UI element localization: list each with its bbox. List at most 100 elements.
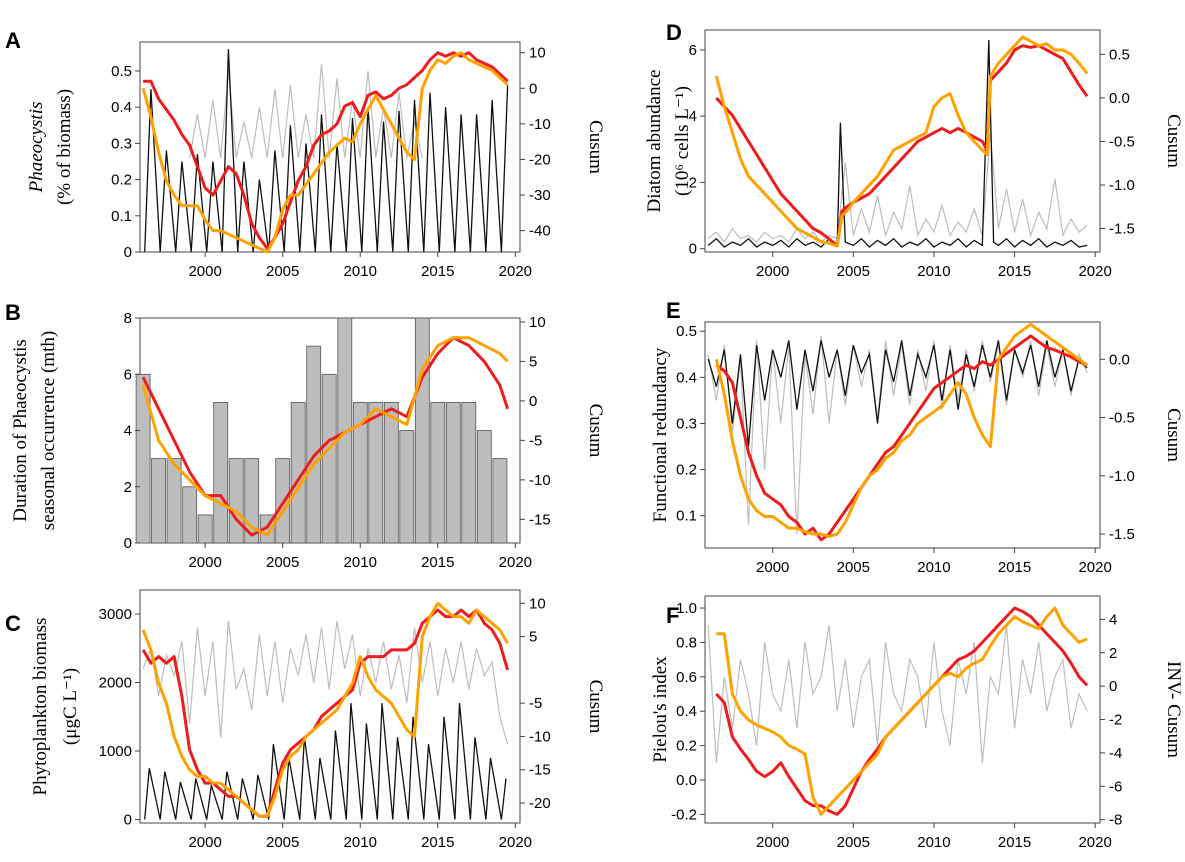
y-axis-label: Duration of Phaeocystis xyxy=(10,339,31,522)
panel-label: D xyxy=(666,20,682,45)
y-tick-label: 0.4 xyxy=(676,369,697,386)
x-tick-label: 2010 xyxy=(917,263,950,280)
y-tick-label: -0.2 xyxy=(671,806,697,823)
plot-frame xyxy=(704,321,1101,549)
panel-a: A 2000 2005 2010 2015 2020 0 0.1 0.2 0.3 0.4 0.5 10 0… xyxy=(5,28,606,280)
y-tick-label: 0 xyxy=(124,812,132,829)
plot-frame xyxy=(139,41,521,253)
gray-series-line xyxy=(707,335,1088,535)
y2-tick-label: -20 xyxy=(529,795,551,812)
y2-axis-label: Cusum xyxy=(585,120,606,174)
x-tick-label: 2005 xyxy=(266,554,299,571)
bar xyxy=(166,458,182,544)
x-tick-label: 2020 xyxy=(499,554,532,571)
y-axis-label: (10⁶ cells L⁻¹) xyxy=(672,86,693,196)
black-series-line xyxy=(144,49,509,253)
y-axis-label: Pielou's index xyxy=(650,656,671,763)
panel-label: E xyxy=(666,298,681,323)
y2-tick-label: 10 xyxy=(529,314,546,331)
black-series-line xyxy=(707,39,1088,248)
y2-tick-label: -4 xyxy=(1109,745,1122,762)
y2-tick-label: -1.0 xyxy=(1109,468,1135,485)
y-tick-label: 0.5 xyxy=(111,63,132,80)
x-tick-label: 2005 xyxy=(837,834,870,851)
y2-tick-label: 2 xyxy=(1109,645,1117,662)
y-tick-label: 0.8 xyxy=(676,634,697,651)
y-tick-label: 0.1 xyxy=(111,208,132,225)
y-axis-label: (% of biomass) xyxy=(54,89,75,205)
y-axis-label: (μgC L⁻¹) xyxy=(60,668,81,745)
y2-tick-label: -0.5 xyxy=(1109,133,1135,150)
bar xyxy=(182,486,198,544)
plot-frame xyxy=(704,595,1101,824)
y2-tick-label: 10 xyxy=(529,595,546,612)
y2-tick-label: 0 xyxy=(529,80,537,97)
y-tick-label: 6 xyxy=(689,42,697,59)
y2-tick-label: -1.0 xyxy=(1109,177,1135,194)
y2-tick-label: 0.5 xyxy=(1109,46,1130,63)
y-axis-label: seasonal occurrence (mth) xyxy=(38,331,59,530)
x-tick-label: 2010 xyxy=(344,834,377,851)
gray-series-line xyxy=(142,620,509,745)
y2-tick-label: -10 xyxy=(529,728,551,745)
y2-tick-label: -30 xyxy=(529,187,551,204)
x-tick-label: 2015 xyxy=(421,554,454,571)
y-tick-label: 4 xyxy=(689,108,697,125)
x-tick-label: 2010 xyxy=(344,554,377,571)
y-tick-label: 0.3 xyxy=(676,415,697,432)
y2-tick-label: -1.5 xyxy=(1109,220,1135,237)
x-tick-label: 2000 xyxy=(188,263,221,280)
x-tick-label: 2000 xyxy=(188,834,221,851)
y-tick-label: 0.1 xyxy=(676,508,697,525)
y-tick-label: 0.2 xyxy=(676,738,697,755)
gray-series-line xyxy=(707,132,1088,244)
cusum-line-orange xyxy=(716,606,1088,816)
y2-axis-label: Cusum xyxy=(585,680,606,734)
y-tick-label: 0.2 xyxy=(111,172,132,189)
x-tick-label: 2000 xyxy=(188,554,221,571)
bar xyxy=(461,401,477,544)
y-axis-label: Functional redundancy xyxy=(650,347,671,522)
y-tick-label: 3000 xyxy=(99,606,132,623)
cusum-line-red xyxy=(715,44,1089,248)
x-tick-label: 2005 xyxy=(837,559,870,576)
y-tick-label: 2000 xyxy=(99,675,132,692)
cusum-line-orange xyxy=(141,51,509,254)
x-tick-label: 2020 xyxy=(499,834,532,851)
y2-tick-label: 0.0 xyxy=(1109,351,1130,368)
y2-tick-label: 5 xyxy=(529,629,537,646)
y2-axis-label: Cusum xyxy=(1163,408,1184,462)
x-tick-label: 2015 xyxy=(998,559,1031,576)
panel-label: A xyxy=(5,28,21,53)
y2-axis-label: Cusum xyxy=(585,404,606,458)
y-tick-label: 1.0 xyxy=(676,600,697,617)
x-tick-label: 2020 xyxy=(1078,559,1111,576)
plot-frame xyxy=(704,29,1101,253)
panel-b: B 2000 2005 2010 2015 2020 0 2 4 6 8 10 5 0 -5 -10 -15 Du… xyxy=(5,300,606,571)
panel-label: C xyxy=(5,611,21,636)
y2-tick-label: 4 xyxy=(1109,611,1117,628)
y-tick-label: 1000 xyxy=(99,743,132,760)
bar xyxy=(445,401,461,544)
y-tick-label: 0.4 xyxy=(676,703,697,720)
panel-label: B xyxy=(5,300,21,325)
cusum-line-red xyxy=(143,51,509,250)
y2-tick-label: 0 xyxy=(1109,678,1117,695)
bar xyxy=(321,373,337,544)
cusum-line-orange xyxy=(141,601,509,818)
x-tick-label: 2010 xyxy=(917,559,950,576)
panel-f: F 2000 2005 2010 2015 2020 -0.2 0.0 0.2 0.4 0.6 0.8… xyxy=(650,595,1184,851)
x-tick-label: 2015 xyxy=(998,834,1031,851)
y-tick-label: 4 xyxy=(124,423,132,440)
cusum-line-orange xyxy=(714,322,1088,538)
y2-tick-label: -10 xyxy=(529,116,551,133)
x-tick-label: 2010 xyxy=(344,263,377,280)
x-tick-label: 2010 xyxy=(917,834,950,851)
y-axis-label: Phaeocystis xyxy=(26,102,47,194)
x-tick-label: 2020 xyxy=(1078,263,1111,280)
bar xyxy=(476,430,492,544)
y2-tick-label: -10 xyxy=(529,472,551,489)
panel-label: F xyxy=(666,603,679,628)
y2-tick-label: -8 xyxy=(1109,812,1122,829)
